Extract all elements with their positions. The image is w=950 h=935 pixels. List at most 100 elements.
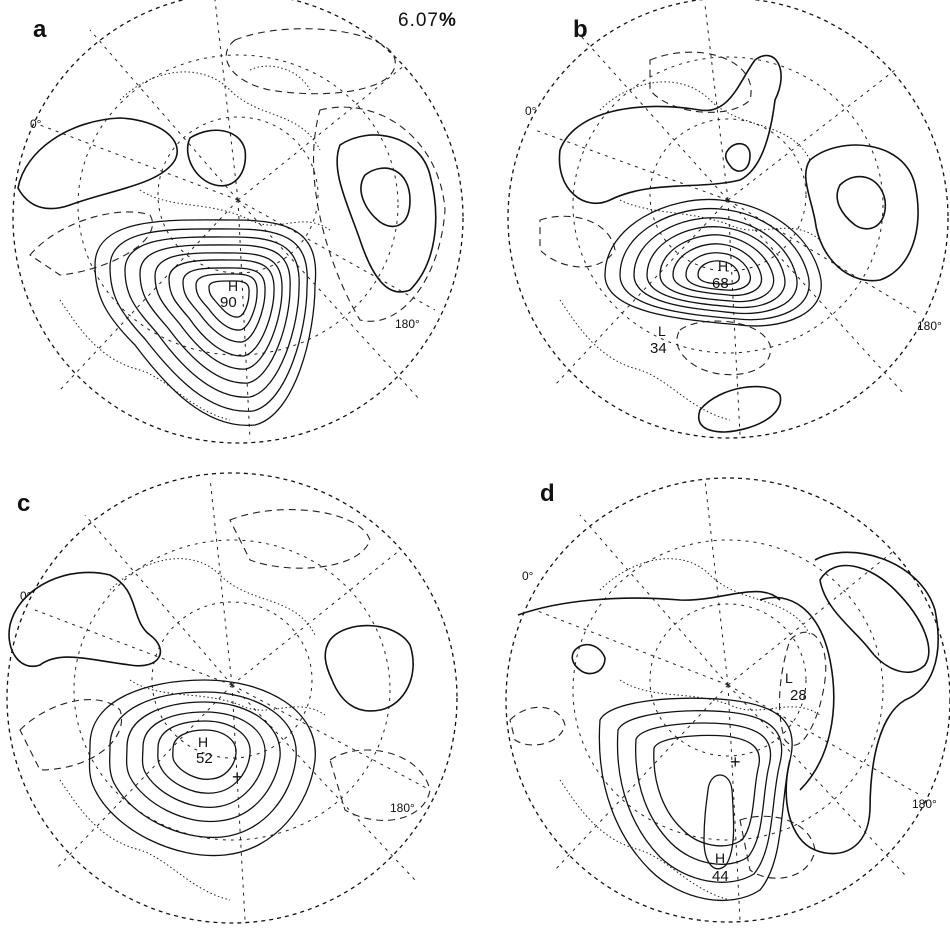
map-boundary: [6, 472, 458, 924]
positive-contour: [558, 54, 782, 205]
coastline: [619, 679, 821, 716]
center-cross: +: [730, 752, 741, 772]
positive-contour: [360, 167, 411, 228]
meridian: [59, 199, 239, 391]
meridian: [727, 549, 896, 686]
coastline: [559, 779, 731, 901]
positive-contour: [571, 643, 606, 675]
panel-c-label: c: [17, 490, 31, 517]
coastline: [249, 65, 311, 91]
longitude-0-label: 0°: [522, 569, 534, 583]
meridian: [579, 34, 729, 201]
negative-contour: [329, 749, 431, 821]
positive-contour: [324, 624, 414, 712]
longitude-0-label: 0°: [20, 589, 32, 603]
high-contour-set: [94, 219, 317, 426]
meridian: [704, 4, 729, 201]
longitude-180-label: 180°: [917, 319, 942, 333]
positive-contour: [785, 551, 939, 855]
high-center-symbol: H: [715, 850, 725, 866]
positive-contour: [17, 117, 178, 210]
longitude-180-label: 180°: [912, 797, 937, 811]
meridian: [237, 199, 251, 441]
latitude-circle: [649, 603, 807, 757]
meridian: [34, 609, 233, 686]
meridian: [54, 684, 233, 871]
meridian: [237, 199, 436, 311]
latitude-circle: [649, 118, 807, 272]
meridian: [209, 477, 233, 686]
latitude-circle: [572, 539, 884, 841]
high-center-symbol: H: [718, 258, 728, 274]
positive-contour: [819, 564, 930, 674]
longitude-0-label: 0°: [30, 117, 42, 131]
meridian: [214, 0, 239, 201]
meridian: [554, 684, 729, 871]
high-center-value: 68: [712, 275, 729, 292]
latitude-circle: [151, 601, 313, 759]
meridian: [727, 199, 741, 436]
panel-c-map: [6, 472, 458, 924]
latitude-circle: [157, 116, 319, 274]
panel-d-label: d: [540, 480, 555, 507]
negative-contour: [19, 699, 123, 771]
positive-contour: [698, 385, 782, 433]
latitude-circle: [73, 539, 391, 841]
coastline: [129, 679, 326, 716]
center-cross: +: [232, 767, 243, 787]
coastline: [59, 299, 231, 421]
longitude-180-label: 180°: [390, 801, 415, 815]
variance-unit: %: [438, 10, 457, 31]
meridian: [534, 129, 729, 201]
map-boundary: [507, 0, 949, 439]
coastline: [599, 81, 811, 161]
panel-d-map: [505, 477, 950, 923]
map-boundary: [12, 0, 464, 444]
high-contour-set: [604, 198, 822, 327]
positive-contour: [804, 144, 919, 282]
positive-contour: [724, 142, 751, 172]
meridian: [237, 64, 406, 201]
positive-contour: [517, 590, 781, 616]
low-center-symbol: L: [658, 323, 666, 339]
high-center-value: 90: [220, 294, 237, 311]
meridian: [89, 29, 239, 201]
map-boundary: [505, 477, 950, 923]
meridian: [231, 549, 401, 686]
negative-contour: [229, 509, 371, 569]
positive-contour: [8, 571, 162, 668]
meridian: [727, 69, 896, 201]
high-center-value: 52: [196, 750, 213, 767]
negative-contour: [509, 706, 566, 746]
coastline: [119, 71, 321, 151]
high-center-symbol: H: [198, 734, 208, 750]
latitude-circle: [572, 56, 884, 354]
meridian: [534, 609, 729, 686]
positive-contour: [336, 134, 437, 293]
meridian: [231, 684, 431, 791]
coastline: [139, 189, 331, 231]
positive-contour: [836, 175, 886, 230]
panel-a-map: [12, 0, 464, 444]
panel-b-label: b: [573, 16, 588, 43]
explained-variance: 6.07%: [398, 10, 457, 32]
high-center-value: 44: [712, 868, 729, 885]
negative-contour: [539, 215, 616, 268]
high-contour-set: [88, 679, 316, 857]
meridian: [579, 514, 729, 686]
negative-contour: [779, 631, 827, 746]
meridian: [727, 199, 921, 316]
latitude-circle: [77, 54, 399, 356]
panel-a-label: a: [33, 16, 47, 43]
low-center-value: 34: [650, 340, 667, 357]
variance-value: 6.07: [398, 10, 439, 31]
meridian: [727, 684, 906, 876]
meridian: [554, 199, 729, 386]
meridian: [727, 684, 741, 921]
low-center-value: 28: [790, 687, 807, 704]
negative-contour: [225, 28, 396, 95]
meridian: [727, 684, 921, 796]
meridian: [84, 514, 233, 686]
